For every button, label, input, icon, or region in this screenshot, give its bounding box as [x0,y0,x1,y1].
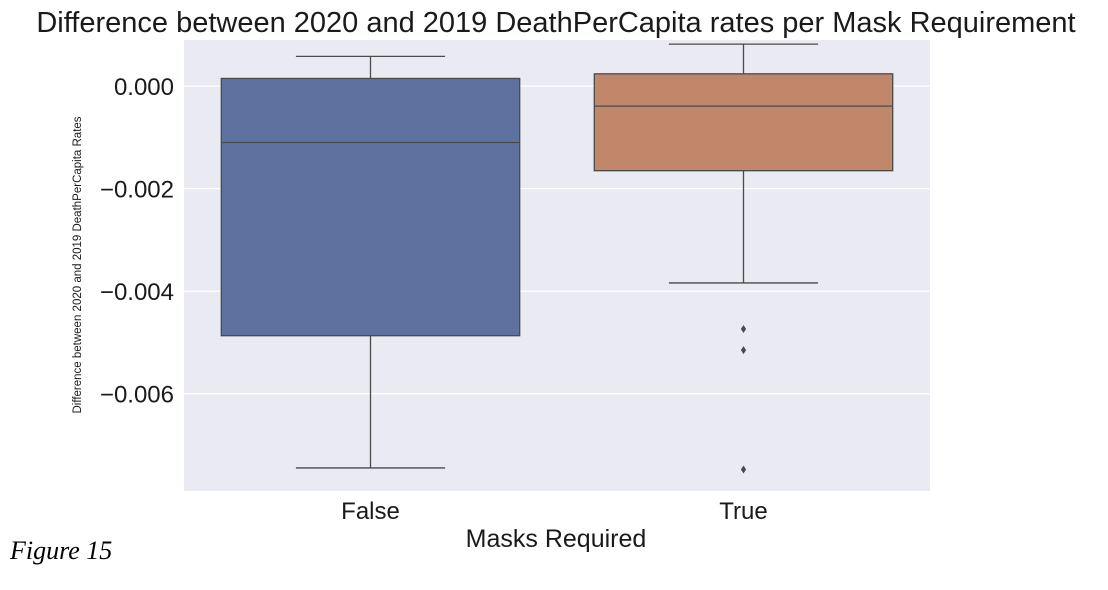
box-false [220,55,521,469]
outlier-point [740,346,747,355]
y-tick-label: −0.002 [100,177,174,204]
x-tick-label: True [719,498,767,525]
figure-caption: Figure 15 [10,536,113,565]
box-true [593,43,894,474]
boxes [220,43,894,474]
box-iqr [220,77,521,337]
x-tick-label: False [341,498,400,525]
box-iqr [593,73,894,172]
chart-title: Difference between 2020 and 2019 DeathPe… [36,7,1075,39]
y-tick-labels: 0.000 −0.002 −0.004 −0.006 [100,74,174,409]
y-tick-label: 0.000 [114,74,174,101]
x-axis-label: Masks Required [466,525,647,553]
y-tick-label: −0.006 [100,382,174,409]
x-tick-labels: False True [341,498,768,525]
y-axis-label: Difference between 2020 and 2019 DeathPe… [72,116,84,413]
outlier-point [740,325,747,334]
y-tick-label: −0.004 [100,279,174,306]
outlier-point [740,465,747,474]
